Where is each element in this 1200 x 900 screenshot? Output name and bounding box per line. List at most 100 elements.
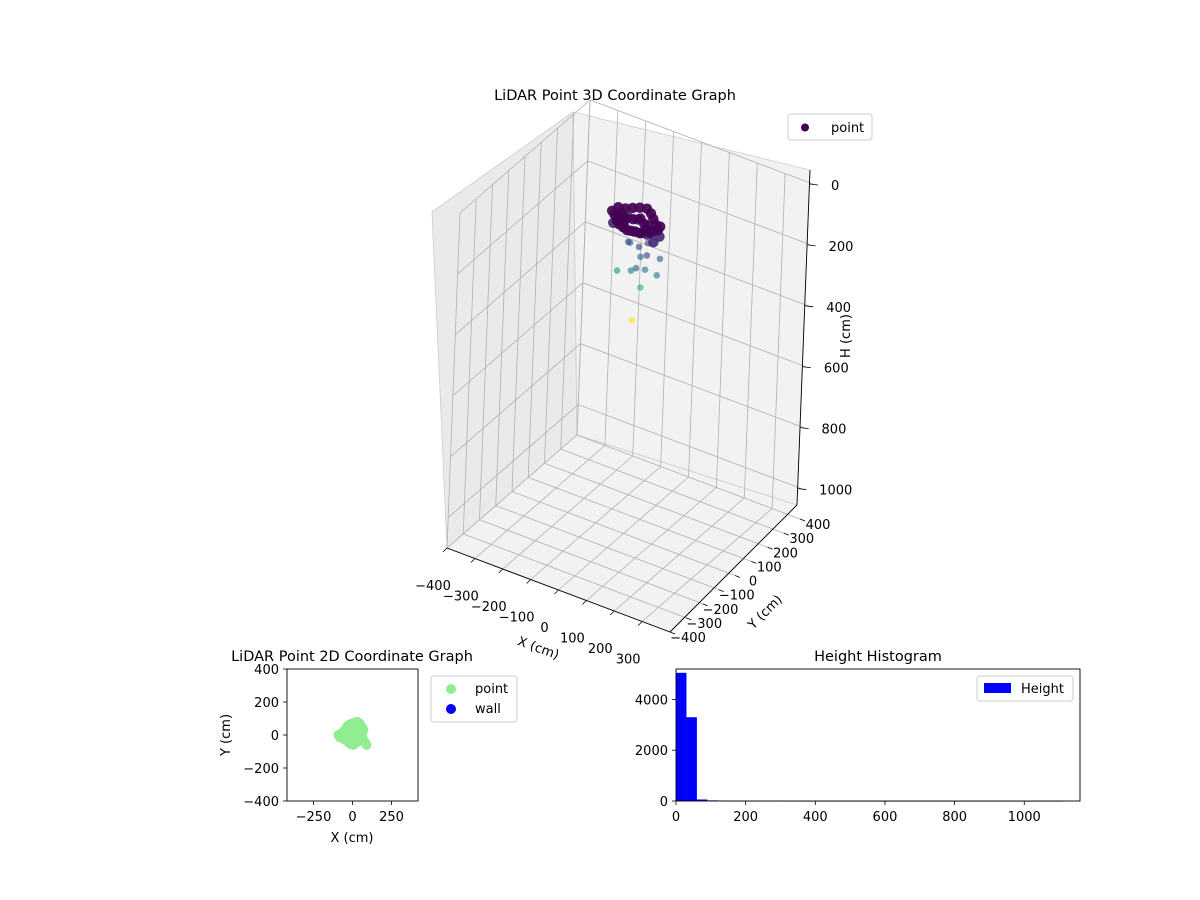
point-3d — [635, 243, 643, 251]
x-tick-label-histogram: 800 — [942, 810, 967, 825]
legend-label-height: Height — [1021, 682, 1064, 697]
y-tick-label-3d: 400 — [806, 518, 831, 533]
grid-line-y — [511, 491, 736, 576]
grid-line-y — [528, 477, 752, 562]
point-3d — [653, 271, 661, 279]
y-tick-label-3d: 0 — [749, 575, 757, 590]
z-tick-3d — [800, 427, 809, 430]
grid-line-y — [544, 462, 768, 548]
x-tick-3d — [442, 547, 448, 553]
ticks-2d: −250 0 250 −400 −200 0 200 400 — [243, 663, 404, 825]
x-tick-3d — [637, 621, 643, 626]
y-tick-3d — [734, 575, 741, 578]
z-tick-label-3d: 200 — [829, 240, 854, 255]
x-tick-label-3d: −300 — [443, 590, 479, 605]
y-tick-label-2d: −400 — [243, 795, 279, 810]
x-tick-label-3d: −200 — [471, 600, 507, 615]
chart-histogram: Height Histogram 0 200 400 600 800 1000 0 2000 4… — [635, 649, 1081, 825]
grid-line-y — [479, 184, 493, 520]
histogram-bar — [676, 672, 687, 801]
y-tick-3d — [702, 603, 708, 607]
legend-marker-point-2d — [446, 684, 456, 694]
chart-3d: LiDAR Point 3D Coordinate Graph −400−300… — [415, 88, 873, 668]
y-tick-3d — [751, 561, 757, 564]
grid-line-y — [446, 212, 461, 549]
grid-3d — [446, 99, 814, 633]
grid-line-x — [743, 162, 758, 499]
grid-line-y — [527, 142, 542, 478]
point-3d — [613, 201, 624, 213]
z-tick-3d — [807, 244, 816, 247]
y-tick-label-3d: −200 — [703, 603, 739, 618]
ticks-3d: −400−300−200−1000100200300−400−300−200−1… — [415, 179, 853, 668]
y-axis-line — [669, 504, 798, 633]
x-tick-label-3d: −400 — [415, 579, 451, 594]
x-tick-3d — [526, 579, 531, 584]
y-axis-label-2d: Y (cm) — [219, 714, 234, 757]
grid-line-y — [495, 170, 510, 506]
x-tick-label-3d: 100 — [560, 632, 585, 647]
histogram-bar — [686, 717, 697, 801]
grid-line-x — [660, 131, 675, 467]
x-tick-label-histogram: 1000 — [1008, 810, 1041, 825]
y-tick-3d — [718, 589, 724, 592]
z-tick-label-3d: 400 — [826, 301, 851, 316]
x-tick-3d — [498, 568, 504, 574]
point-2d — [356, 730, 367, 740]
point-3d — [656, 255, 664, 263]
y-tick-3d — [686, 617, 692, 621]
point-3d — [621, 224, 633, 236]
chart-3d-title: LiDAR Point 3D Coordinate Graph — [494, 88, 736, 104]
grid-line-z — [447, 404, 802, 518]
ticks-histogram: 0 200 400 600 800 1000 0 2000 4000 — [635, 693, 1041, 825]
point-3d — [637, 253, 644, 261]
y-tick-label-histogram: 2000 — [635, 744, 668, 759]
z-tick-3d — [798, 488, 807, 490]
y-tick-label-3d: −400 — [670, 631, 706, 646]
grid-line-z — [450, 343, 804, 457]
grid-line-x — [715, 152, 730, 488]
points-2d — [333, 716, 372, 750]
z-tick-label-3d: 800 — [822, 423, 847, 438]
grid-line-y — [576, 99, 591, 436]
chart-2d: LiDAR Point 2D Coordinate Graph −250 0 250… — [219, 649, 518, 846]
z-tick-label-3d: 0 — [831, 179, 839, 194]
point-3d — [613, 267, 621, 274]
grid-line-z — [459, 99, 814, 214]
legend-3d[interactable]: point — [787, 113, 873, 141]
point-2d — [347, 721, 358, 732]
point-3d — [624, 238, 632, 246]
chart-2d-title: LiDAR Point 2D Coordinate Graph — [231, 649, 473, 665]
z-axis-label-3d: H (cm) — [839, 314, 854, 358]
z-axis-line — [796, 169, 811, 506]
legend-histogram[interactable]: Height — [976, 675, 1074, 702]
grid-line-y — [511, 156, 526, 492]
point-3d — [634, 202, 646, 213]
grid-line-y — [463, 533, 687, 619]
y-tick-label-3d: −300 — [686, 617, 722, 632]
legend-2d[interactable]: point wall — [430, 675, 518, 723]
grid-line-y — [560, 448, 784, 534]
y-tick-3d — [799, 518, 806, 522]
legend-label-point: point — [831, 121, 864, 136]
y-tick-label-2d: 400 — [254, 663, 279, 678]
points-3d — [606, 201, 666, 324]
x-tick-label-2d: 250 — [379, 810, 404, 825]
grid-line-y — [560, 114, 575, 450]
y-tick-3d — [767, 546, 773, 550]
x-tick-label-histogram: 200 — [733, 810, 758, 825]
grid-line-x — [688, 141, 702, 478]
grid-line-z — [455, 221, 809, 336]
point-3d — [641, 266, 649, 274]
y-tick-label-3d: 300 — [789, 532, 814, 547]
point-3d — [643, 252, 651, 259]
z-tick-label-3d: 600 — [824, 362, 849, 377]
y-tick-label-2d: −200 — [243, 762, 279, 777]
x-tick-label-histogram: 400 — [803, 810, 828, 825]
y-tick-label-2d: 200 — [254, 696, 279, 711]
histogram-bar — [696, 799, 708, 801]
z-tick-label-3d: 1000 — [819, 484, 852, 499]
x-tick-3d — [582, 600, 587, 605]
grid-line-x — [604, 110, 619, 446]
